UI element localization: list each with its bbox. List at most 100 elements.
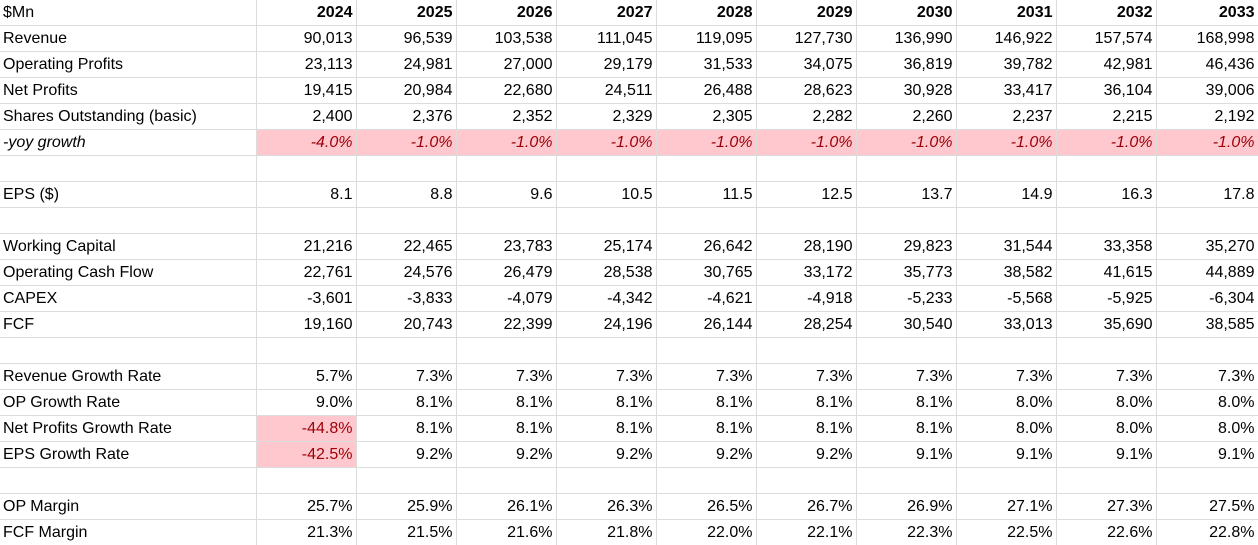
value-cell[interactable]: 2,305 xyxy=(656,103,757,130)
row-label[interactable]: Operating Profits xyxy=(0,51,257,78)
value-cell[interactable]: 28,623 xyxy=(756,77,857,104)
empty-cell[interactable] xyxy=(756,155,857,182)
value-cell[interactable]: 90,013 xyxy=(256,25,357,52)
empty-cell[interactable] xyxy=(856,337,957,364)
value-cell[interactable]: 9.1% xyxy=(1156,441,1258,468)
value-cell[interactable]: 25,174 xyxy=(556,233,657,260)
value-cell[interactable]: 44,889 xyxy=(1156,259,1258,286)
value-cell[interactable]: 22,761 xyxy=(256,259,357,286)
empty-cell[interactable] xyxy=(0,467,257,494)
value-cell[interactable]: 31,544 xyxy=(956,233,1057,260)
value-cell[interactable]: 2,192 xyxy=(1156,103,1258,130)
highlighted-value-cell[interactable]: -1.0% xyxy=(1156,129,1258,156)
value-cell[interactable]: 21.6% xyxy=(456,519,557,545)
empty-cell[interactable] xyxy=(856,467,957,494)
value-cell[interactable]: 20,743 xyxy=(356,311,457,338)
value-cell[interactable]: 8.1% xyxy=(356,415,457,442)
highlighted-value-cell[interactable]: -1.0% xyxy=(856,129,957,156)
value-cell[interactable]: 8.0% xyxy=(1156,389,1258,416)
highlighted-value-cell[interactable]: -1.0% xyxy=(956,129,1057,156)
highlighted-value-cell[interactable]: -42.5% xyxy=(256,441,357,468)
value-cell[interactable]: 8.0% xyxy=(1156,415,1258,442)
value-cell[interactable]: -6,304 xyxy=(1156,285,1258,312)
row-label[interactable]: Net Profits Growth Rate xyxy=(0,415,257,442)
empty-cell[interactable] xyxy=(856,155,957,182)
year-cell[interactable]: 2025 xyxy=(356,0,457,26)
row-label[interactable]: EPS Growth Rate xyxy=(0,441,257,468)
empty-cell[interactable] xyxy=(0,207,257,234)
value-cell[interactable]: 30,928 xyxy=(856,77,957,104)
value-cell[interactable]: 29,823 xyxy=(856,233,957,260)
value-cell[interactable]: 157,574 xyxy=(1056,25,1157,52)
value-cell[interactable]: 5.7% xyxy=(256,363,357,390)
value-cell[interactable]: 35,270 xyxy=(1156,233,1258,260)
year-cell[interactable]: 2029 xyxy=(756,0,857,26)
value-cell[interactable]: 12.5 xyxy=(756,181,857,208)
value-cell[interactable]: 8.1% xyxy=(656,415,757,442)
empty-cell[interactable] xyxy=(456,207,557,234)
value-cell[interactable]: 9.2% xyxy=(556,441,657,468)
value-cell[interactable]: -5,568 xyxy=(956,285,1057,312)
value-cell[interactable]: 25.9% xyxy=(356,493,457,520)
value-cell[interactable]: 22.3% xyxy=(856,519,957,545)
empty-cell[interactable] xyxy=(256,207,357,234)
year-cell[interactable]: 2026 xyxy=(456,0,557,26)
row-label[interactable]: Net Profits xyxy=(0,77,257,104)
empty-cell[interactable] xyxy=(956,467,1057,494)
value-cell[interactable]: 24,981 xyxy=(356,51,457,78)
empty-cell[interactable] xyxy=(856,207,957,234)
year-cell[interactable]: 2028 xyxy=(656,0,757,26)
value-cell[interactable]: 34,075 xyxy=(756,51,857,78)
value-cell[interactable]: 22.6% xyxy=(1056,519,1157,545)
value-cell[interactable]: -3,833 xyxy=(356,285,457,312)
value-cell[interactable]: 8.1% xyxy=(556,415,657,442)
highlighted-value-cell[interactable]: -4.0% xyxy=(256,129,357,156)
value-cell[interactable]: 8.1% xyxy=(356,389,457,416)
empty-cell[interactable] xyxy=(256,337,357,364)
value-cell[interactable]: 39,782 xyxy=(956,51,1057,78)
value-cell[interactable]: 30,540 xyxy=(856,311,957,338)
value-cell[interactable]: 7.3% xyxy=(1056,363,1157,390)
value-cell[interactable]: 21,216 xyxy=(256,233,357,260)
value-cell[interactable]: 38,582 xyxy=(956,259,1057,286)
corner-cell[interactable]: $Mn xyxy=(0,0,257,26)
empty-cell[interactable] xyxy=(456,337,557,364)
value-cell[interactable]: 27,000 xyxy=(456,51,557,78)
highlighted-value-cell[interactable]: -1.0% xyxy=(356,129,457,156)
value-cell[interactable]: -5,925 xyxy=(1056,285,1157,312)
value-cell[interactable]: 33,417 xyxy=(956,77,1057,104)
value-cell[interactable]: 111,045 xyxy=(556,25,657,52)
value-cell[interactable]: 21.3% xyxy=(256,519,357,545)
value-cell[interactable]: 168,998 xyxy=(1156,25,1258,52)
value-cell[interactable]: 2,282 xyxy=(756,103,857,130)
row-label[interactable]: OP Growth Rate xyxy=(0,389,257,416)
highlighted-value-cell[interactable]: -1.0% xyxy=(456,129,557,156)
empty-cell[interactable] xyxy=(256,467,357,494)
year-cell[interactable]: 2027 xyxy=(556,0,657,26)
value-cell[interactable]: 8.1% xyxy=(756,415,857,442)
value-cell[interactable]: 36,819 xyxy=(856,51,957,78)
row-label[interactable]: Operating Cash Flow xyxy=(0,259,257,286)
empty-cell[interactable] xyxy=(556,155,657,182)
empty-cell[interactable] xyxy=(456,155,557,182)
value-cell[interactable]: 9.0% xyxy=(256,389,357,416)
value-cell[interactable]: 21.8% xyxy=(556,519,657,545)
empty-cell[interactable] xyxy=(256,155,357,182)
value-cell[interactable]: 9.6 xyxy=(456,181,557,208)
row-label[interactable]: OP Margin xyxy=(0,493,257,520)
empty-cell[interactable] xyxy=(356,467,457,494)
value-cell[interactable]: 26,479 xyxy=(456,259,557,286)
value-cell[interactable]: 42,981 xyxy=(1056,51,1157,78)
value-cell[interactable]: 22.0% xyxy=(656,519,757,545)
empty-cell[interactable] xyxy=(1056,337,1157,364)
empty-cell[interactable] xyxy=(1156,207,1258,234)
empty-cell[interactable] xyxy=(556,467,657,494)
value-cell[interactable]: 103,538 xyxy=(456,25,557,52)
value-cell[interactable]: -5,233 xyxy=(856,285,957,312)
highlighted-value-cell[interactable]: -1.0% xyxy=(556,129,657,156)
value-cell[interactable]: 9.1% xyxy=(856,441,957,468)
value-cell[interactable]: 35,773 xyxy=(856,259,957,286)
value-cell[interactable]: -3,601 xyxy=(256,285,357,312)
empty-cell[interactable] xyxy=(1156,337,1258,364)
highlighted-value-cell[interactable]: -1.0% xyxy=(656,129,757,156)
